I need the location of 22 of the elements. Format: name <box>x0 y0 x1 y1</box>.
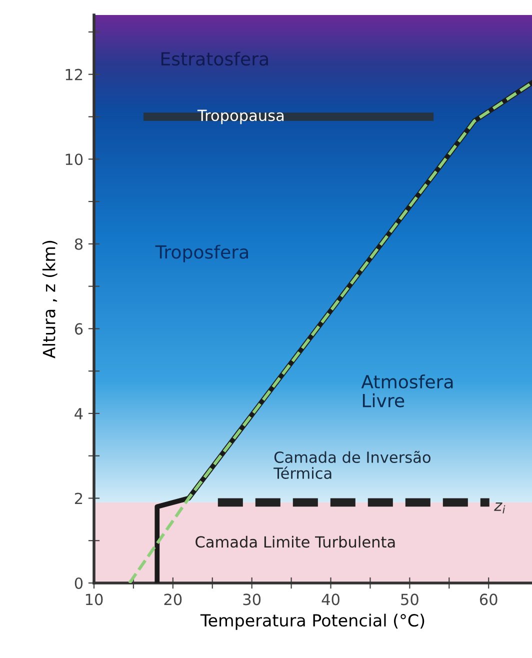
y-tick-label: 12 <box>66 68 82 80</box>
x-axis-title: Temperatura Potencial (°C) <box>200 614 424 630</box>
annotation: Estratosfera <box>161 52 268 66</box>
y-tick-label: 6 <box>74 323 83 335</box>
x-tick-label: 20 <box>164 594 182 606</box>
x-tick-label: 60 <box>480 594 498 606</box>
series-label: Tropopausa <box>197 110 284 124</box>
y-tick-label: 4 <box>74 408 83 420</box>
y-tick-label: 0 <box>74 577 83 590</box>
y-tick-label: 10 <box>66 154 83 166</box>
annotation: Troposfera <box>155 244 248 262</box>
y-tick-label: 2 <box>74 492 82 504</box>
series-label: z$_{i}$ <box>494 502 506 514</box>
x-tick-label: 10 <box>86 594 103 606</box>
annotation: Atmosfera Livre <box>361 374 453 408</box>
x-tick-label: 40 <box>322 594 340 606</box>
annotation: Camada Limite Turbulenta <box>196 536 395 548</box>
x-tick-label: 50 <box>401 594 418 606</box>
y-axis-title: Altura , z (km) <box>42 240 58 358</box>
y-tick-label: 8 <box>74 238 83 250</box>
annotation: Camada de Inversão Térmica <box>274 450 430 479</box>
x-tick-label: 30 <box>243 594 261 606</box>
